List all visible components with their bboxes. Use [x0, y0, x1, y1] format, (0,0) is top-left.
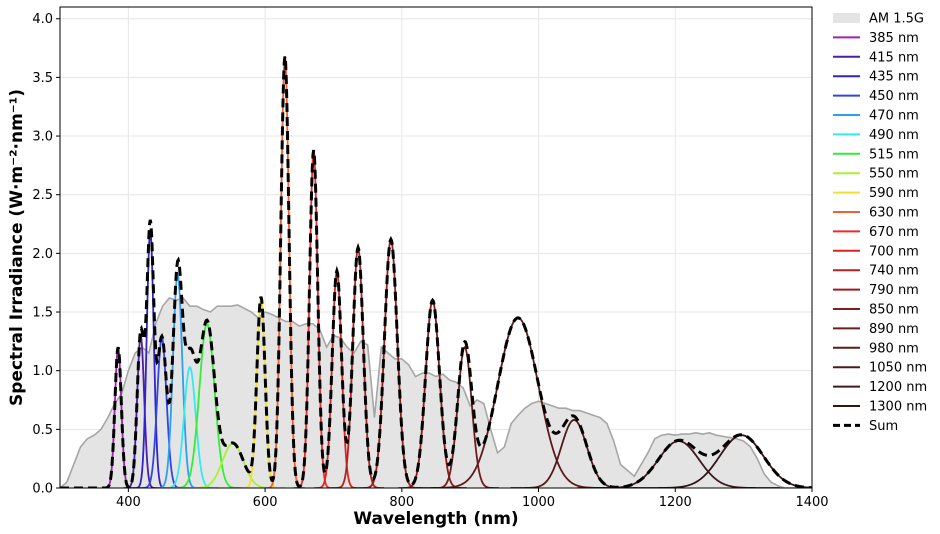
- legend-item: 850 nm: [833, 303, 919, 318]
- legend-item: 790 nm: [833, 283, 919, 298]
- x-tick-label: 800: [389, 495, 414, 510]
- legend-label: AM 1.5G: [869, 12, 924, 27]
- legend-label: 740 nm: [869, 264, 919, 279]
- legend-label: 490 nm: [869, 128, 919, 143]
- y-axis-label: Spectral Irradiance (W·m⁻²·nm⁻¹): [7, 89, 27, 406]
- y-tick-label: 2.5: [32, 188, 53, 203]
- y-tick-label: 4.0: [32, 12, 53, 27]
- legend-label: 850 nm: [869, 303, 919, 318]
- legend-item: 700 nm: [833, 244, 919, 259]
- legend-item: 670 nm: [833, 225, 919, 240]
- legend-item: 385 nm: [833, 31, 919, 46]
- legend-item: Sum: [833, 419, 898, 434]
- legend-label: 435 nm: [869, 70, 919, 85]
- am15g-fill: [60, 297, 812, 488]
- legend-item: 550 nm: [833, 167, 919, 182]
- legend-label: 630 nm: [869, 206, 919, 221]
- legend-label: 1300 nm: [869, 400, 927, 415]
- legend-label: 980 nm: [869, 341, 919, 356]
- legend-item: 890 nm: [833, 322, 919, 337]
- y-tick-label: 3.5: [32, 71, 53, 86]
- y-tick-label: 0.5: [32, 423, 53, 438]
- legend-item: 980 nm: [833, 341, 919, 356]
- legend-item: 740 nm: [833, 264, 919, 279]
- legend-label: 515 nm: [869, 147, 919, 162]
- legend-label: 790 nm: [869, 283, 919, 298]
- legend-item: 1050 nm: [833, 361, 927, 376]
- legend-label: 700 nm: [869, 244, 919, 259]
- legend-label: 385 nm: [869, 31, 919, 46]
- legend-label: 550 nm: [869, 167, 919, 182]
- y-tick-label: 3.0: [32, 130, 53, 145]
- legend-item: 450 nm: [833, 89, 919, 104]
- x-tick-label: 1000: [522, 495, 555, 510]
- legend-item: 1300 nm: [833, 400, 927, 415]
- x-tick-label: 1400: [795, 495, 828, 510]
- x-tick-label: 1200: [659, 495, 692, 510]
- legend-label: 670 nm: [869, 225, 919, 240]
- y-tick-label: 1.5: [32, 306, 53, 321]
- x-tick-label: 600: [253, 495, 278, 510]
- legend-label: 450 nm: [869, 89, 919, 104]
- legend-item: AM 1.5G: [833, 12, 924, 27]
- legend-item: 630 nm: [833, 206, 919, 221]
- legend-item: 490 nm: [833, 128, 919, 143]
- legend-label: 1050 nm: [869, 361, 927, 376]
- legend-item: 590 nm: [833, 186, 919, 201]
- legend-item: 515 nm: [833, 147, 919, 162]
- y-tick-label: 1.0: [32, 364, 53, 379]
- legend-item: 1200 nm: [833, 380, 927, 395]
- legend-label: Sum: [869, 419, 898, 434]
- legend-swatch: [833, 13, 860, 23]
- legend-item: 470 nm: [833, 109, 919, 124]
- plot-area: [60, 56, 812, 488]
- legend-label: 470 nm: [869, 109, 919, 124]
- y-tick-label: 2.0: [32, 247, 53, 262]
- legend-item: 435 nm: [833, 70, 919, 85]
- legend-label: 415 nm: [869, 50, 919, 65]
- x-tick-label: 400: [116, 495, 141, 510]
- x-axis-label: Wavelength (nm): [353, 509, 518, 529]
- plot-frame: [59, 6, 813, 489]
- legend-label: 590 nm: [869, 186, 919, 201]
- legend-label: 1200 nm: [869, 380, 927, 395]
- legend-item: 415 nm: [833, 50, 919, 65]
- y-tick-label: 0.0: [32, 482, 53, 497]
- axes: 400 600 800 1000 1200 1400 0.0 0.5 1.0 1.5 2.0 2.5 3…: [32, 12, 828, 510]
- legend-label: 890 nm: [869, 322, 919, 337]
- series-group: [60, 56, 812, 488]
- legend: AM 1.5G 385 nm 415 nm 435 nm 450 nm 470 nm 490…: [833, 12, 927, 434]
- sum-line: [60, 56, 812, 488]
